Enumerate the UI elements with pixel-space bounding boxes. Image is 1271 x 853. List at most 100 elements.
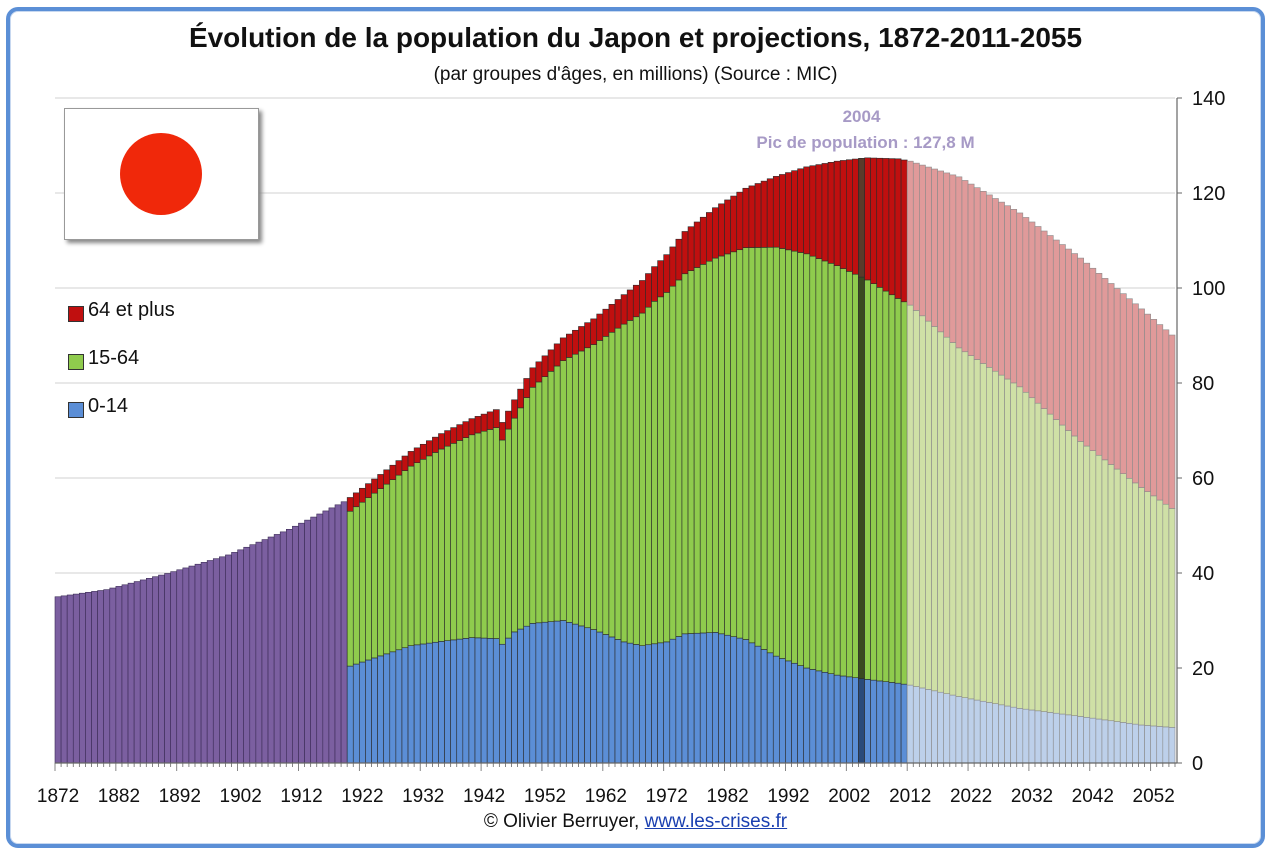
bar-65-plus — [894, 158, 902, 299]
bar-65-plus — [1132, 303, 1139, 484]
x-tick-label: 1922 — [341, 786, 383, 807]
bar-total — [310, 516, 318, 764]
bar-65-plus — [578, 326, 585, 352]
bar-65-plus — [1138, 308, 1145, 488]
bar-65-plus — [809, 165, 817, 257]
flag-red-disc — [120, 133, 202, 215]
bar-65-plus — [736, 191, 744, 251]
bar-0-14 — [1022, 708, 1030, 764]
bar-65-plus — [1168, 334, 1176, 509]
bar-0-14 — [511, 631, 518, 764]
bar-0-14 — [395, 649, 403, 764]
bar-65-plus — [998, 201, 1005, 376]
bar-total — [200, 562, 208, 764]
bar-65-plus — [1046, 235, 1054, 415]
bar-15-64 — [894, 298, 902, 684]
y-tick-label: 120 — [1192, 183, 1225, 205]
bar-65-plus — [1077, 257, 1084, 442]
bar-0-14 — [1052, 712, 1060, 764]
bar-total — [127, 582, 135, 764]
bar-15-64 — [876, 287, 884, 682]
legend-swatch-65-plus — [68, 306, 84, 322]
bar-65-plus — [377, 474, 384, 489]
bar-total — [176, 569, 184, 764]
legend-label-65-plus: 64 et plus — [88, 299, 175, 321]
bar-15-64 — [846, 271, 853, 678]
bar-65-plus — [712, 207, 719, 259]
japan-flag-icon — [64, 108, 259, 240]
bar-15-64 — [748, 247, 756, 644]
x-tick-label: 1972 — [646, 786, 688, 807]
bar-65-plus — [760, 180, 768, 248]
bar-0-14 — [651, 643, 658, 764]
bar-0-14 — [407, 645, 415, 764]
bar-15-64 — [1162, 503, 1170, 728]
bar-15-64 — [566, 357, 573, 623]
bar-0-14 — [626, 642, 634, 764]
bar-15-64 — [1113, 468, 1121, 722]
x-tick-label: 2052 — [1133, 786, 1175, 807]
bar-65-plus — [663, 254, 671, 293]
bar-0-14 — [937, 691, 944, 764]
bar-15-64 — [986, 367, 993, 703]
bar-0-14 — [578, 625, 585, 764]
bar-65-plus — [937, 170, 944, 333]
bar-0-14 — [572, 623, 579, 764]
bar-15-64 — [967, 355, 975, 700]
bar-15-64 — [839, 268, 847, 677]
bar-15-64 — [1004, 378, 1011, 707]
bar-65-plus — [1022, 217, 1030, 393]
bar-0-14 — [876, 680, 884, 764]
bar-total — [72, 593, 80, 764]
bar-0-14 — [1034, 710, 1042, 764]
bar-15-64 — [687, 270, 695, 634]
bar-65-plus — [596, 313, 604, 341]
bar-total — [170, 571, 178, 764]
bar-15-64 — [760, 247, 768, 650]
bar-0-14 — [839, 675, 847, 764]
bar-15-64 — [419, 458, 427, 645]
bar-15-64 — [870, 283, 878, 681]
bar-15-64 — [1150, 495, 1158, 727]
bar-15-64 — [407, 465, 415, 646]
bar-15-64 — [961, 351, 969, 698]
bar-0-14 — [632, 644, 640, 764]
footer-link[interactable]: www.les-crises.fr — [644, 811, 788, 832]
bar-total — [97, 590, 104, 764]
bar-65-plus — [730, 195, 738, 253]
bar-0-14 — [992, 703, 999, 764]
bar-15-64 — [693, 267, 701, 634]
bar-65-plus — [468, 418, 476, 436]
bar-15-64 — [766, 246, 774, 654]
bar-65-plus — [876, 157, 884, 288]
bar-65-plus — [858, 158, 865, 278]
bar-65-plus — [1083, 262, 1091, 447]
x-tick-label: 1902 — [220, 786, 262, 807]
bar-total — [334, 504, 342, 764]
bar-65-plus — [785, 172, 792, 251]
bar-65-plus — [675, 238, 683, 281]
bar-0-14 — [468, 637, 476, 764]
bar-65-plus — [955, 176, 963, 349]
bar-15-64 — [1046, 413, 1054, 713]
bar-0-14 — [486, 638, 494, 764]
bar-0-14 — [1144, 725, 1151, 764]
bar-65-plus — [687, 226, 695, 271]
bar-0-14 — [541, 621, 549, 764]
bar-0-14 — [699, 632, 707, 764]
bar-65-plus — [973, 187, 981, 360]
bar-0-14 — [450, 639, 458, 764]
bar-15-64 — [529, 386, 537, 624]
bar-15-64 — [352, 506, 360, 665]
bar-total — [206, 560, 214, 764]
bar-0-14 — [456, 638, 464, 764]
bar-65-plus — [632, 284, 640, 318]
bar-15-64 — [852, 273, 859, 678]
bar-65-plus — [614, 299, 622, 329]
bar-65-plus — [852, 158, 859, 275]
bar-15-64 — [663, 292, 671, 643]
bar-15-64 — [1016, 386, 1024, 709]
bar-15-64 — [553, 365, 561, 622]
bar-65-plus — [535, 361, 543, 383]
bar-15-64 — [797, 252, 804, 666]
